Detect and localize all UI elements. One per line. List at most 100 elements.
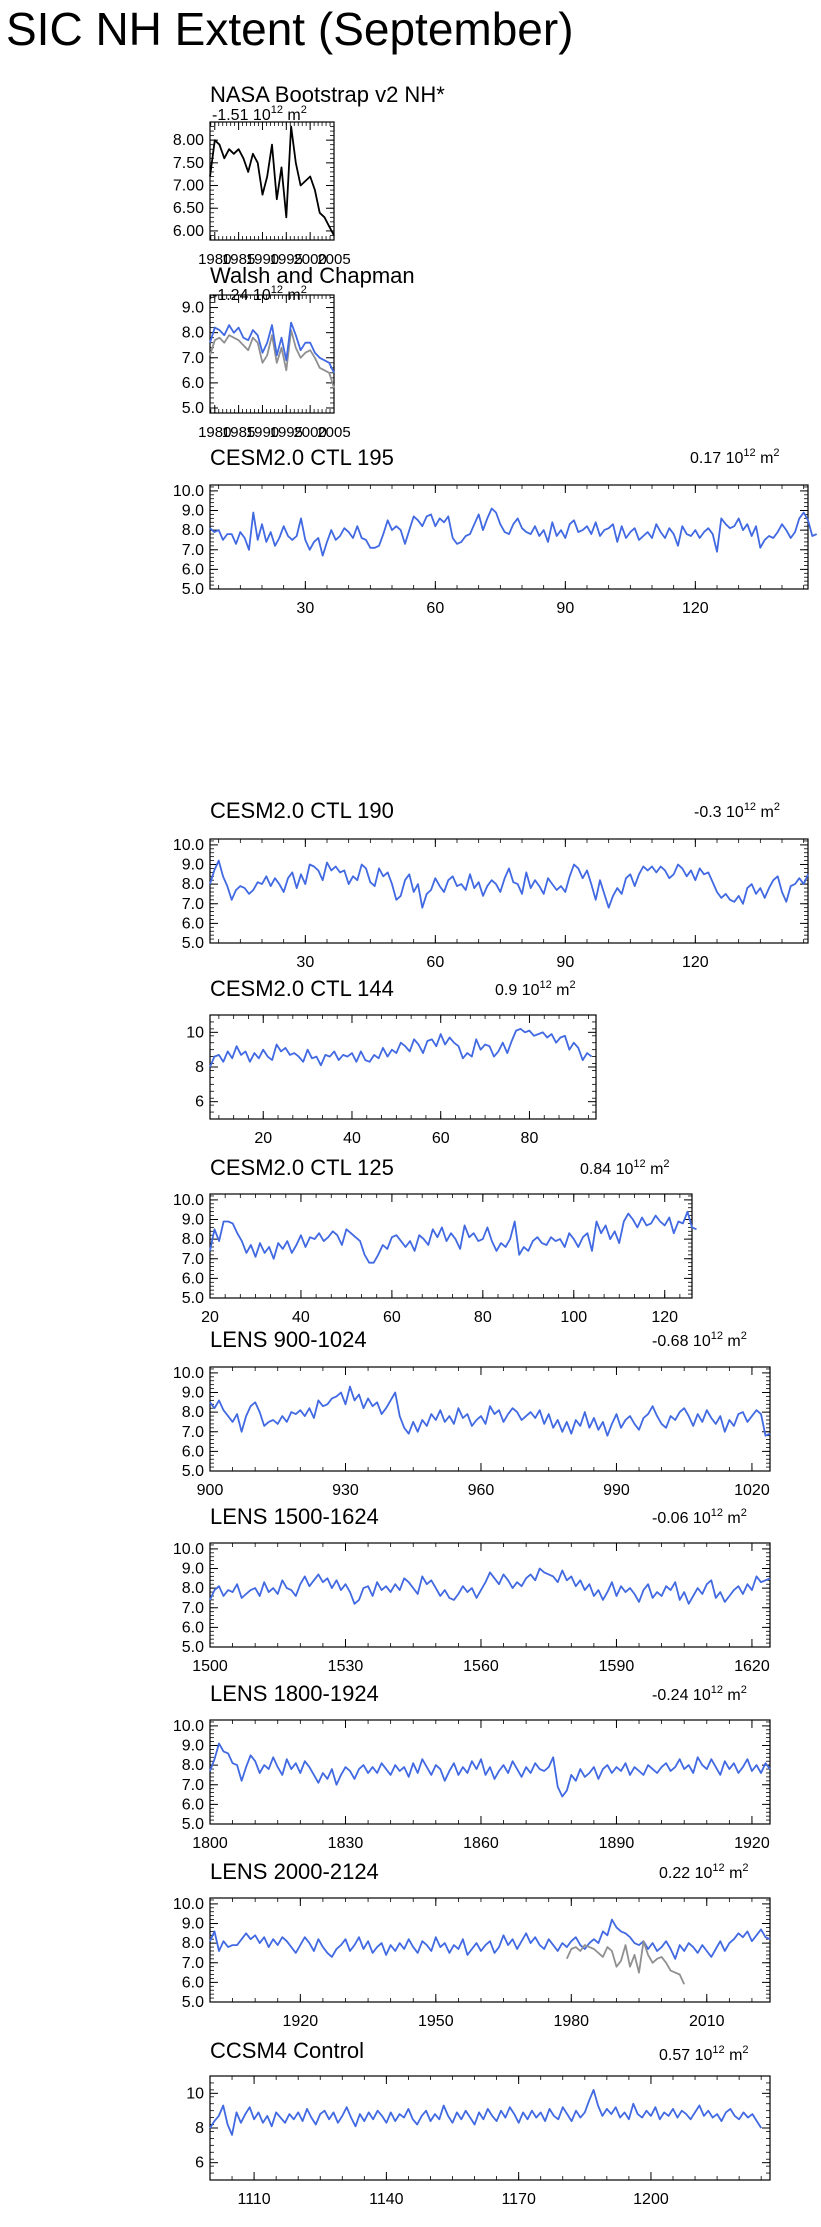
x-tick-label: 120 — [682, 954, 709, 971]
y-tick-label: 10 — [186, 1024, 204, 1041]
chart-panel: 5.0 6.0 7.0 8.0 9.0 10.0 1500 1530 1560 1590 1620 L… — [173, 1504, 771, 1675]
y-tick-label: 6 — [195, 2155, 204, 2172]
x-tick-label: 90 — [556, 954, 574, 971]
y-tick-label: 10.0 — [173, 1718, 204, 1735]
trend-label: -0.3 1012 m2 — [694, 801, 780, 821]
x-tick-label: 2005 — [317, 424, 350, 441]
y-tick-label: 10.0 — [173, 837, 204, 854]
x-tick-label: 1995 — [270, 424, 303, 441]
panel-title: NASA Bootstrap v2 NH* — [210, 82, 445, 107]
x-tick-label: 40 — [343, 1130, 361, 1147]
chart-panel: 5.0 6.0 7.0 8.0 9.0 10.0 30 60 90 120 CESM2.0 CTL … — [173, 445, 818, 617]
y-tick-label: 6.00 — [173, 223, 204, 240]
trend-label: -0.06 1012 m2 — [652, 1507, 747, 1527]
plot-frame — [209, 2075, 771, 2181]
x-tick-label: 1500 — [192, 1658, 228, 1675]
x-tick-label: 60 — [426, 954, 444, 971]
y-tick-label: 9.0 — [182, 503, 204, 520]
chart-panel: 5.0 6.0 7.0 8.0 9.0 10.0 30 60 90 120 CESM2.0 CTL … — [173, 798, 809, 971]
x-tick-label: 30 — [296, 954, 314, 971]
trend-label: -1.51 1012 m2 — [212, 104, 307, 124]
series-line — [209, 1742, 771, 1798]
x-tick-label: 1830 — [328, 1835, 364, 1852]
panel-title: CCSM4 Control — [210, 2038, 364, 2063]
panel-title: CESM2.0 CTL 144 — [210, 976, 394, 1001]
x-tick-label: 120 — [682, 600, 709, 617]
y-tick-label: 8.0 — [182, 325, 204, 342]
y-tick-label: 6.0 — [182, 1619, 204, 1636]
x-tick-label: 1800 — [192, 1835, 228, 1852]
y-tick-label: 8 — [195, 2120, 204, 2137]
x-tick-label: 960 — [468, 1482, 495, 1499]
y-tick-label: 8.0 — [182, 1935, 204, 1952]
x-tick-label: 1980 — [198, 251, 231, 268]
x-tick-label: 900 — [197, 1482, 224, 1499]
trend-label: 0.17 1012 m2 — [690, 447, 780, 467]
plot-frame — [209, 1542, 771, 1648]
y-tick-label: 5.0 — [182, 1639, 204, 1656]
y-tick-label: 8.0 — [182, 1757, 204, 1774]
trend-label: 0.57 1012 m2 — [659, 2044, 749, 2064]
x-tick-label: 1560 — [463, 1658, 499, 1675]
y-tick-label: 5.0 — [182, 581, 204, 598]
y-tick-label: 8.0 — [182, 876, 204, 893]
trend-label: 0.22 1012 m2 — [659, 1862, 749, 1882]
series-line — [209, 1385, 771, 1437]
y-tick-label: 6.0 — [182, 1796, 204, 1813]
x-tick-label: 100 — [560, 1309, 587, 1326]
plot-frame — [209, 1897, 771, 2003]
chart-panel: 6.00 6.50 7.00 7.50 8.00 19801985199019952000… — [173, 82, 445, 268]
x-tick-label: 20 — [254, 1130, 272, 1147]
y-tick-label: 5.0 — [182, 1290, 204, 1307]
panel-title: LENS 1500-1624 — [210, 1504, 379, 1529]
series-line — [209, 1210, 697, 1264]
y-tick-label: 10.0 — [173, 1365, 204, 1382]
y-tick-label: 8.0 — [182, 1404, 204, 1421]
trend-label: -0.24 1012 m2 — [652, 1684, 747, 1704]
plot-frame — [209, 838, 809, 944]
y-tick-label: 9.0 — [182, 300, 204, 317]
plot-frame — [209, 484, 809, 590]
x-tick-label: 1590 — [599, 1658, 635, 1675]
trend-label: 0.84 1012 m2 — [580, 1158, 670, 1178]
chart-panel: 5.0 6.0 7.0 8.0 9.0 10.0 900 930 960 990 1020 LENS … — [173, 1327, 771, 1499]
y-tick-label: 7.00 — [173, 178, 204, 195]
x-tick-label: 1995 — [270, 251, 303, 268]
series-line — [565, 1940, 686, 1985]
x-tick-label: 2010 — [689, 2013, 725, 2030]
y-tick-label: 10.0 — [173, 1896, 204, 1913]
y-tick-label: 10.0 — [173, 1192, 204, 1209]
trend-label: -1.24 1012 m2 — [212, 284, 307, 304]
chart-panel: 5.0 6.0 7.0 8.0 9.0 10.0 20 40 60 80 100 120 CESM2.0… — [173, 1155, 697, 1326]
series-line — [209, 125, 335, 236]
y-tick-label: 7.50 — [173, 155, 204, 172]
x-tick-label: 1170 — [501, 2191, 536, 2208]
x-tick-label: 1530 — [328, 1658, 364, 1675]
y-tick-label: 5.0 — [182, 935, 204, 952]
y-tick-label: 7.0 — [182, 1600, 204, 1617]
panel-title: LENS 900-1024 — [210, 1327, 367, 1352]
series-line — [209, 1567, 771, 1605]
chart-panel: 6 8 10 1110 1140 1170 1200 CCSM4 Control 0.57 10… — [186, 2038, 771, 2208]
x-tick-label: 20 — [201, 1309, 219, 1326]
x-tick-label: 1980 — [553, 2013, 589, 2030]
y-tick-label: 7.0 — [182, 350, 204, 367]
x-tick-label: 1140 — [369, 2191, 404, 2208]
x-tick-label: 1020 — [734, 1482, 770, 1499]
x-tick-label: 1920 — [283, 2013, 319, 2030]
y-tick-label: 9.0 — [182, 1738, 204, 1755]
chart-panel: 6 8 10 20 40 60 80 CESM2.0 CTL 144 0.9 1012 m2 — [186, 976, 597, 1147]
x-tick-label: 1920 — [734, 1835, 770, 1852]
y-tick-label: 7.0 — [182, 1955, 204, 1972]
x-tick-label: 1950 — [418, 2013, 454, 2030]
y-tick-label: 8.00 — [173, 132, 204, 149]
y-tick-label: 6.0 — [182, 375, 204, 392]
y-tick-label: 5.0 — [182, 400, 204, 417]
x-tick-label: 80 — [521, 1130, 539, 1147]
y-tick-label: 6 — [195, 1094, 204, 1111]
y-tick-label: 8.0 — [182, 1580, 204, 1597]
y-tick-label: 9.0 — [182, 1916, 204, 1933]
y-tick-label: 6.0 — [182, 1443, 204, 1460]
y-tick-label: 10 — [186, 2085, 204, 2102]
